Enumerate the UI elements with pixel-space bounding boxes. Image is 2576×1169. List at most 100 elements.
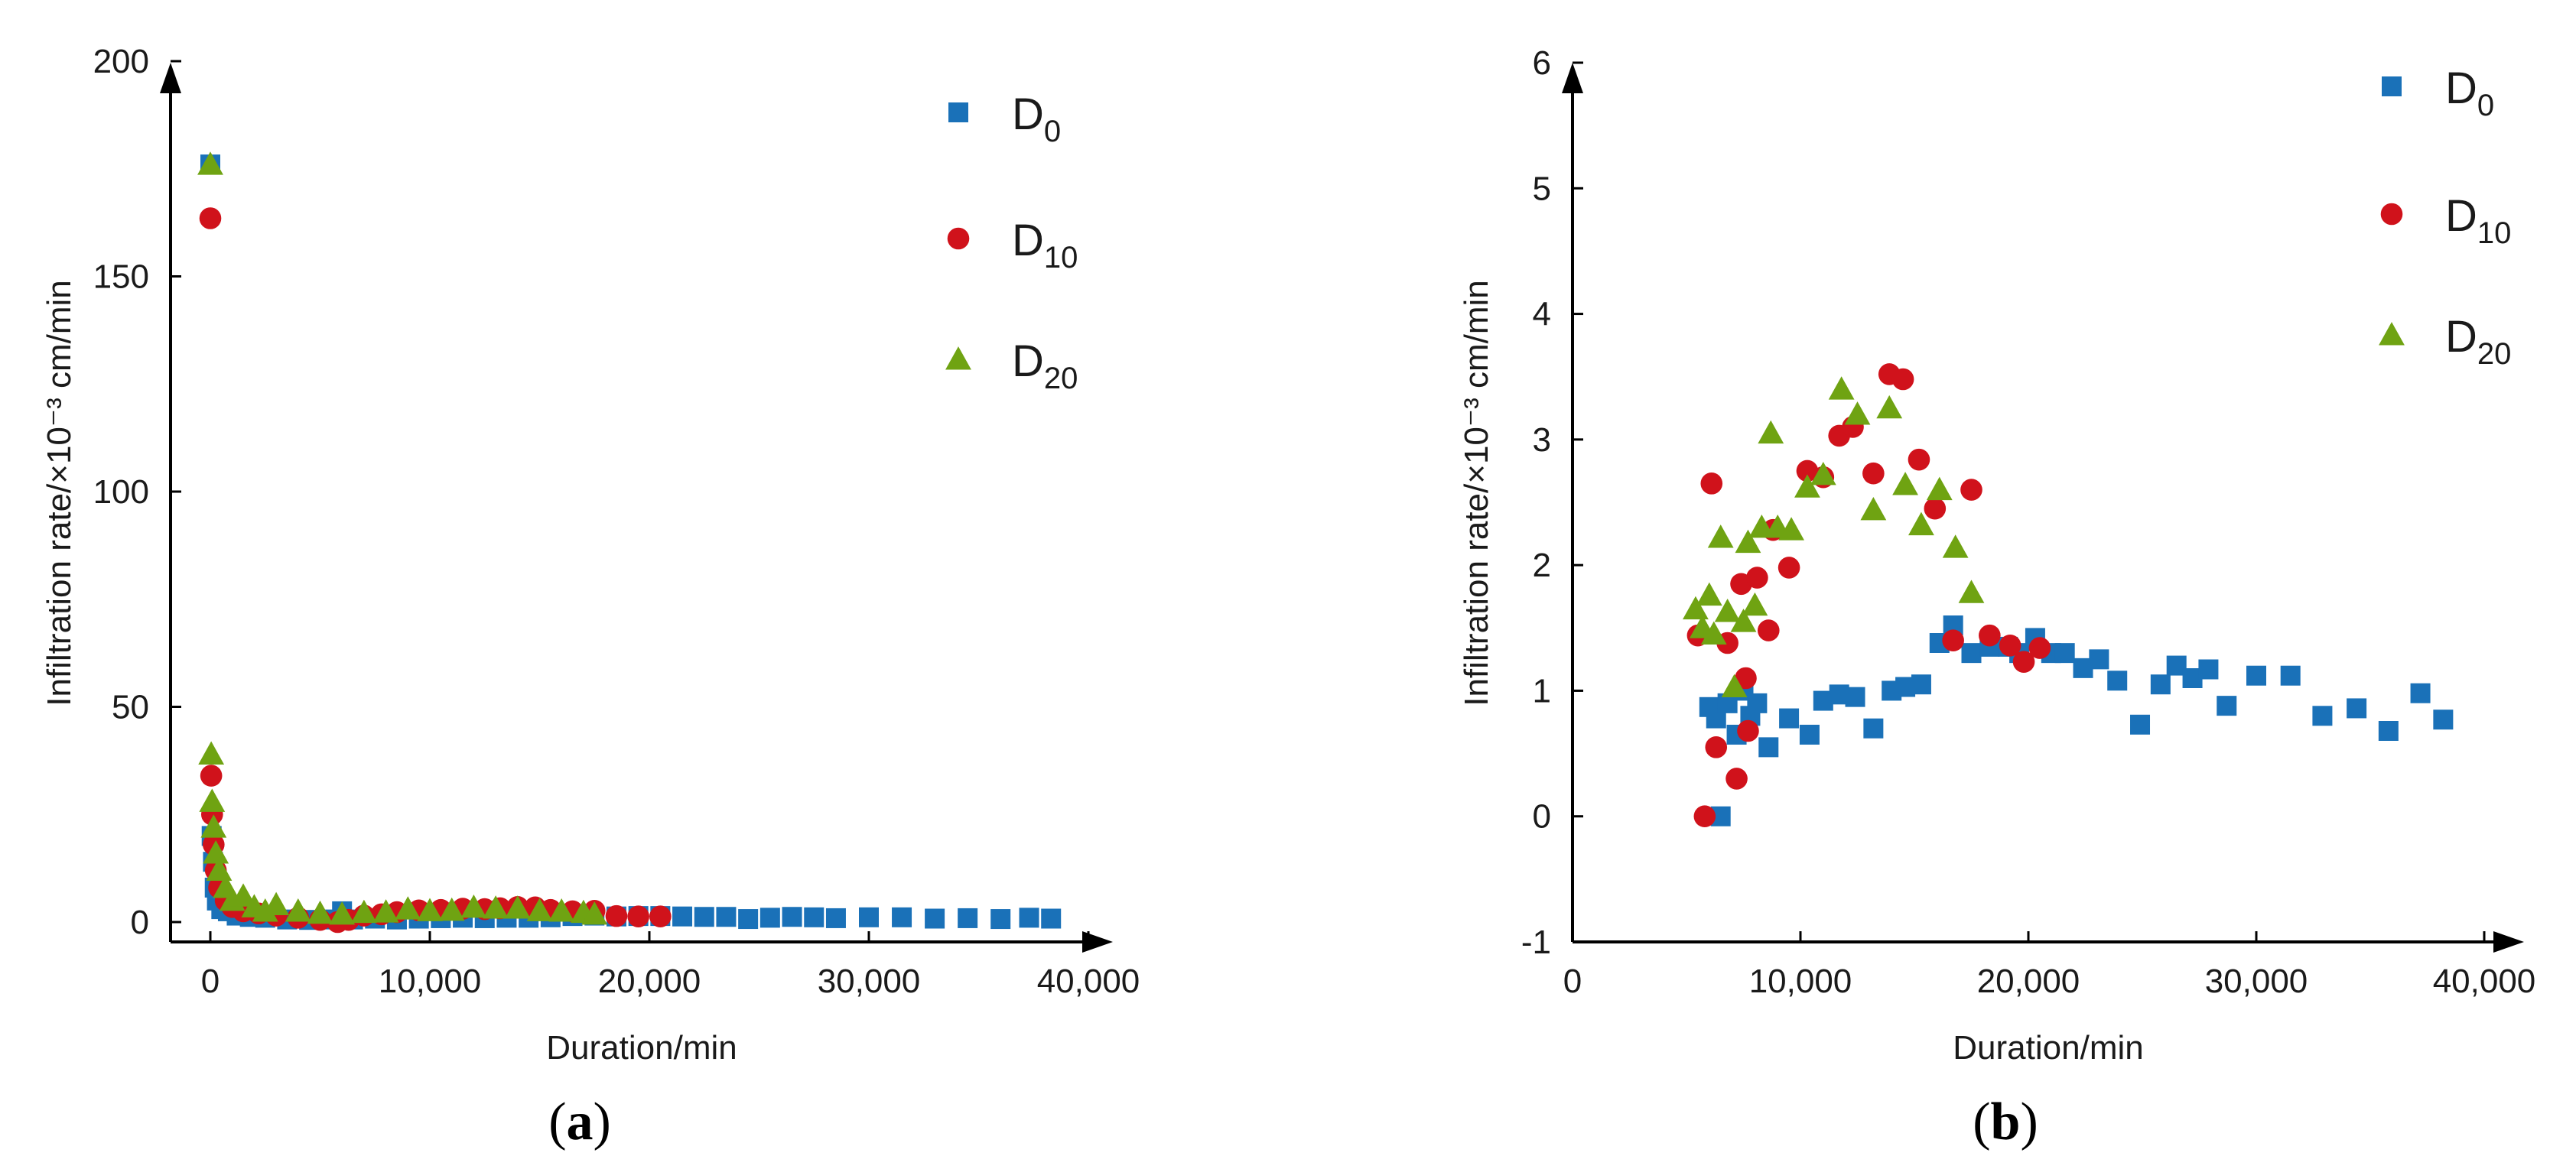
data-point [1758,420,1784,444]
legend-label: D0 [2445,63,2494,122]
data-point [2347,698,2367,719]
y-axis-label: Infiltration rate/×10⁻³ cm/min [1458,280,1495,706]
data-point [199,207,222,229]
data-point [1960,479,1982,501]
data-point [2054,643,2075,664]
data-point [1735,529,1761,554]
data-point [1862,462,1885,485]
data-point [627,905,649,927]
data-point [1735,667,1757,690]
data-point [2150,674,2171,695]
y-tick-label: 0 [131,904,149,941]
y-axis-arrow [160,63,181,93]
data-point [1892,472,1918,495]
data-point [2198,659,2219,680]
series-D20 [1683,376,1985,698]
data-point [1705,736,1728,758]
data-point [1863,718,1884,739]
data-point [417,898,443,921]
data-point [694,907,714,927]
legend-marker [2379,322,2405,346]
series-D20 [197,151,608,925]
data-point [307,900,333,924]
x-tick-label: 40,000 [2433,963,2536,1000]
data-point [2107,671,2128,691]
data-point [2378,721,2399,741]
data-point [1696,582,1722,606]
data-point [1926,476,1953,501]
data-point [395,896,421,920]
data-point [581,901,608,925]
data-point [1979,624,2001,647]
data-point [2280,665,2301,686]
data-point [825,908,846,928]
data-point [1714,599,1741,622]
data-point [351,899,377,924]
data-point [649,905,672,927]
data-point [1942,629,1964,652]
data-point [329,901,356,925]
data-point [200,814,227,838]
x-tick-label: 20,000 [598,963,701,1000]
data-point [1707,524,1734,548]
y-axis-label: Infiltration rate/×10⁻³ cm/min [41,280,78,706]
panel-label-letter: b [1991,1093,2021,1151]
data-point [1794,474,1820,498]
data-point [548,898,575,922]
x-tick-label: 10,000 [1749,963,1852,1000]
data-point [199,788,226,812]
y-tick-label: 6 [1533,44,1551,82]
legend-subscript: 10 [2477,216,2512,250]
data-point [782,907,802,927]
data-point [1019,908,1039,928]
panel-label-open: ( [1973,1093,1990,1151]
data-point [859,907,879,927]
x-axis-arrow [1082,931,1113,953]
data-point [1758,737,1779,758]
data-point [716,907,737,927]
data-point [1908,511,1934,536]
data-point [1845,687,1865,707]
data-point [1958,580,1985,603]
data-point [1876,395,1903,419]
data-point [2130,714,2151,735]
x-tick-label: 0 [1563,963,1582,1000]
legend-subscript: 20 [2477,337,2512,371]
data-point [230,883,256,907]
panel-label-close: ) [594,1093,611,1151]
data-point [2312,706,2333,726]
legend-subscript: 0 [1044,115,1061,148]
data-point [2433,710,2454,730]
data-point [1700,621,1727,645]
data-point [197,151,223,175]
data-point [990,909,1011,930]
y-tick-label: 3 [1533,421,1551,459]
legend-label: D20 [2445,312,2511,371]
legend-label: D10 [1012,216,1078,274]
data-point [2028,637,2051,659]
data-point [252,898,278,922]
data-point [1737,719,1759,742]
y-tick-label: 1 [1533,672,1551,710]
data-point [526,898,553,921]
legend-marker [2382,76,2402,96]
series-D10 [1686,363,2051,828]
data-point [1683,596,1709,620]
data-point [605,904,628,927]
panel-label-open: ( [548,1093,566,1151]
chart-panel-b: 0 10,000 20,000 30,000 40,000 -1 0 1 2 3 4 5 6 Durati… [1458,44,2535,1151]
data-point [2410,683,2431,703]
data-point [1799,724,1820,745]
y-tick-label: 50 [112,689,149,726]
legend-marker [947,227,970,250]
data-point [1725,768,1748,790]
x-axis-label: Duration/min [546,1029,737,1067]
legend-label: D10 [2445,191,2511,250]
data-point [1828,376,1855,400]
data-point [372,899,399,923]
data-point [1961,643,1982,664]
data-point [1778,557,1800,579]
data-point [1911,674,1931,695]
y-tick-label: -1 [1521,924,1551,961]
data-point [1747,693,1768,713]
